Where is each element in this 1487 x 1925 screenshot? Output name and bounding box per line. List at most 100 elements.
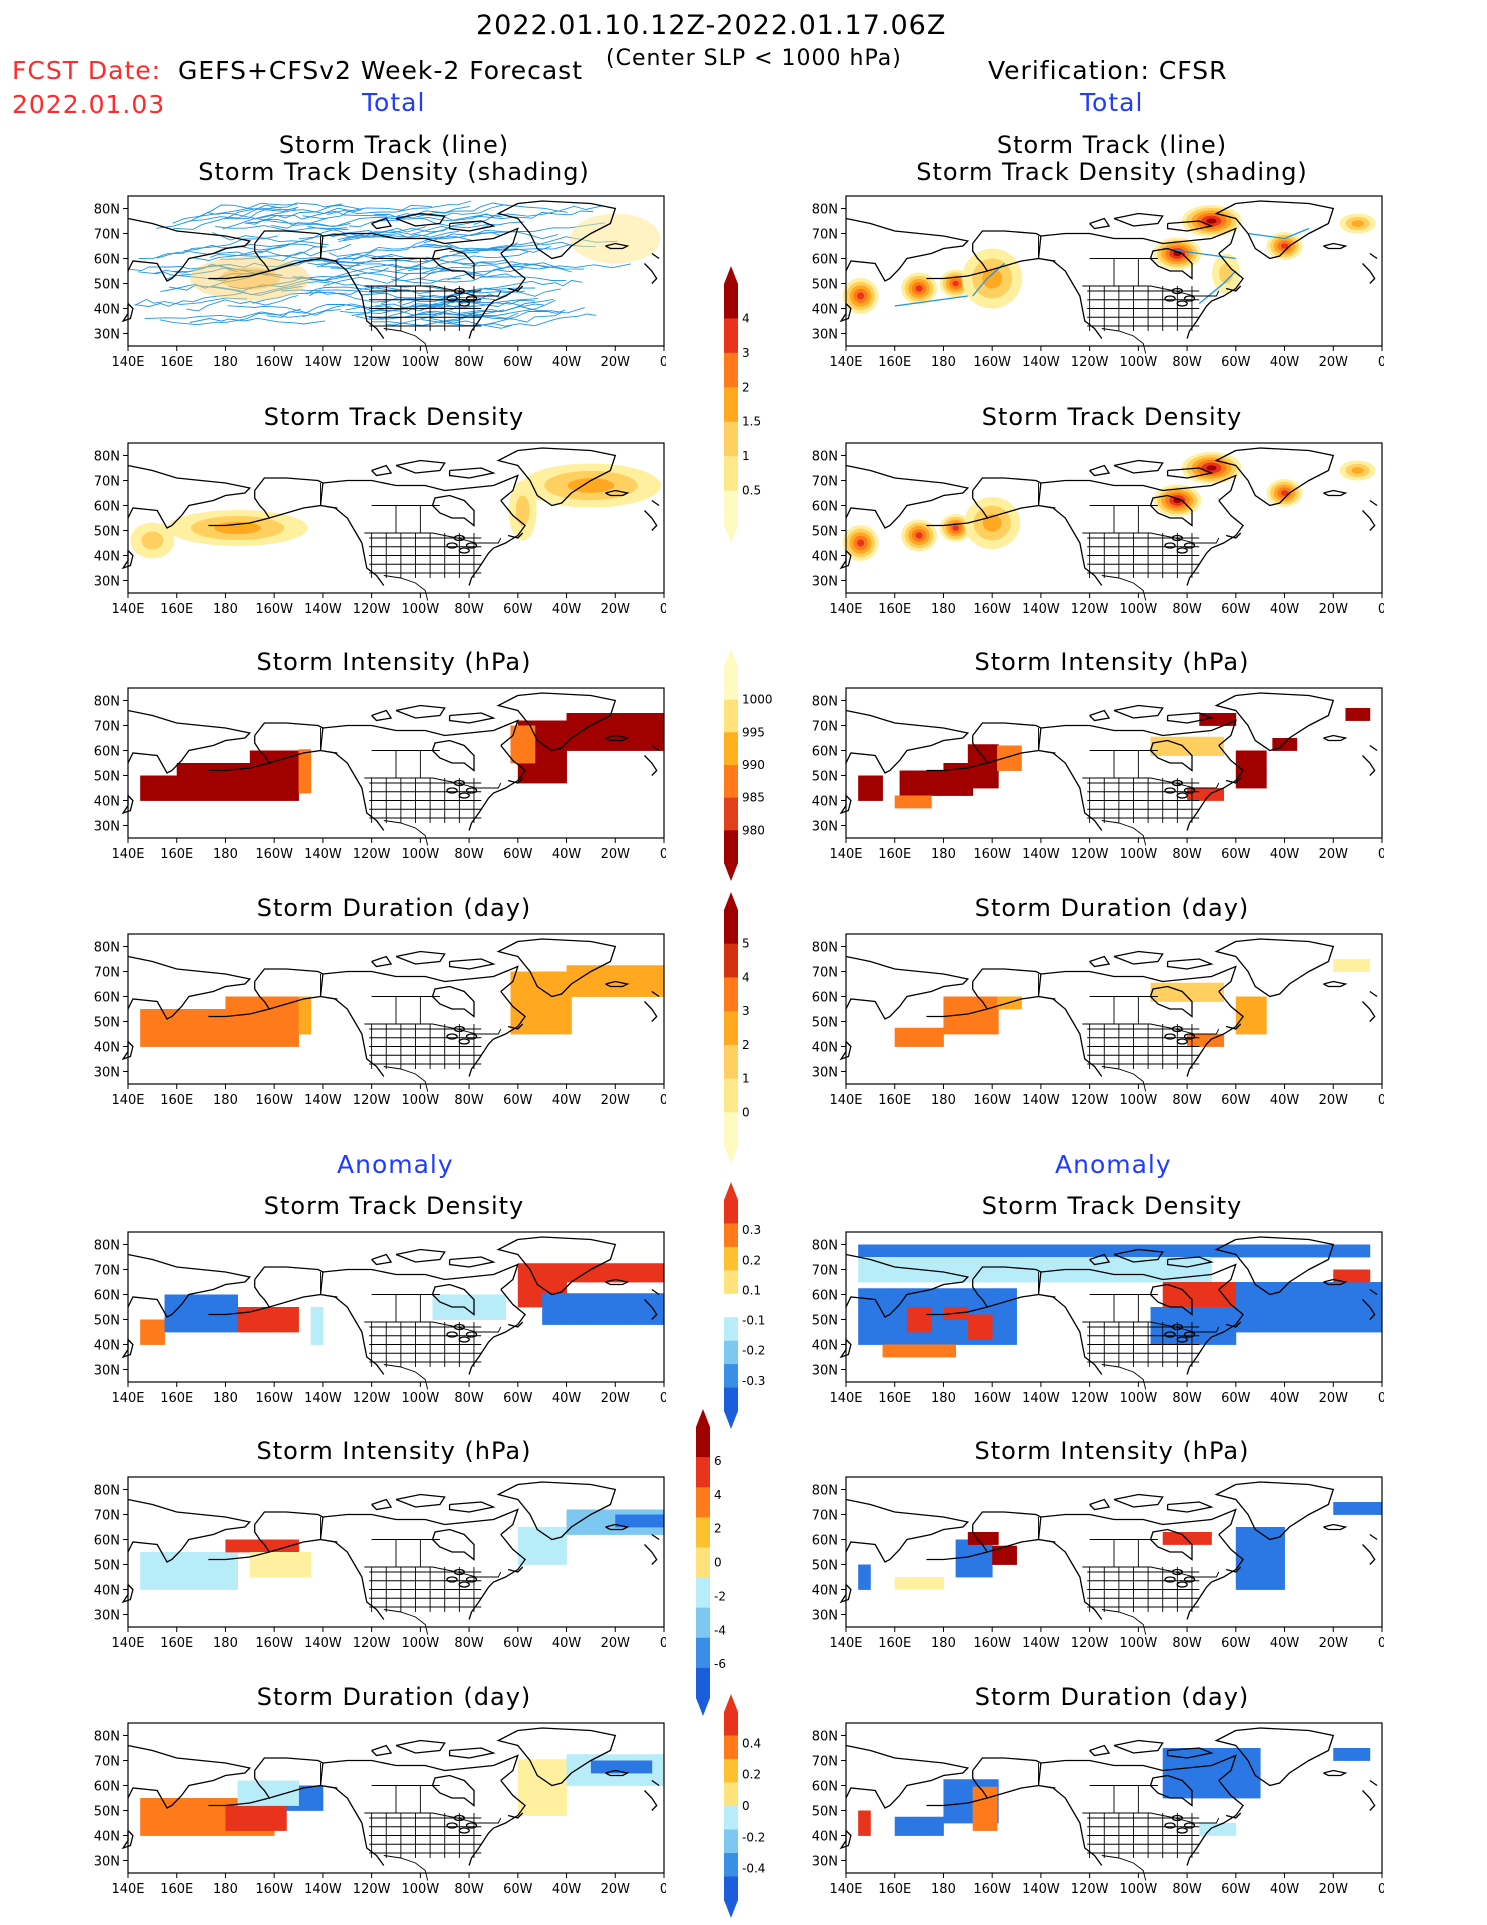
lat-label: 50N — [94, 770, 120, 785]
lat-label: 60N — [812, 500, 838, 515]
colorbar-label: 0.2 — [742, 1768, 761, 1782]
lon-label: 140E — [829, 602, 862, 617]
lat-label: 80N — [94, 695, 120, 710]
map-density-anomaly-verification: 80N 70N 60N 50N 40N 30N 140E 160E 180 160W 140W 120… — [812, 1231, 1384, 1406]
title-duration-left: Storm Duration (day) — [256, 894, 532, 922]
lat-label: 50N — [94, 525, 120, 540]
lat-label: 70N — [94, 1264, 120, 1279]
colorbar-swatch — [696, 1577, 710, 1609]
title-track-line-left: Storm Track (line) Storm Track Density (s… — [198, 131, 590, 186]
lon-label: 160E — [878, 602, 911, 617]
lon-label: 0 — [1378, 847, 1384, 862]
lon-label: 140E — [829, 1391, 862, 1406]
lon-label: 160W — [973, 602, 1011, 617]
lat-label: 80N — [812, 1730, 838, 1745]
lon-label: 120W — [353, 1391, 391, 1406]
duration-cells — [140, 965, 665, 1047]
title-duration-anomaly-left: Storm Duration (day) — [256, 1683, 532, 1711]
lon-label: 160W — [973, 1391, 1011, 1406]
density-anomaly-cells — [858, 1244, 1383, 1358]
lon-label: 140W — [1022, 1882, 1060, 1897]
lon-label: 120W — [1071, 1882, 1109, 1897]
lon-label: 140W — [1022, 847, 1060, 862]
lon-label: 140W — [304, 1636, 342, 1651]
lon-label: 20W — [601, 1636, 631, 1651]
colorbar-swatch — [724, 456, 738, 492]
lat-label: 50N — [812, 1559, 838, 1574]
colorbar-arrow-bottom — [724, 1146, 738, 1164]
colorbar-label: -0.1 — [742, 1314, 765, 1328]
colorbar-label: 4 — [742, 311, 750, 325]
lat-label: 50N — [94, 1016, 120, 1031]
lon-label: 20W — [1319, 1636, 1349, 1651]
colorbar-arrow-top — [696, 1409, 710, 1427]
coastline — [839, 692, 1378, 831]
title-density-right: Storm Track Density — [981, 403, 1243, 431]
lat-label: 40N — [94, 1339, 120, 1354]
map-frame: 80N 70N 60N 50N 40N 30N 140E 160E 180 160W 140W 120… — [812, 1476, 1384, 1651]
lon-label: 160E — [878, 1636, 911, 1651]
colorbar-duration-anomaly: 0.4 0.2 0 -0.2 -0.4 — [724, 1694, 765, 1918]
lon-label: 60W — [1221, 602, 1251, 617]
colorbar-swatch — [724, 1735, 738, 1760]
colorbar-label: -0.2 — [742, 1344, 765, 1358]
lon-label: 180 — [931, 602, 956, 617]
lon-label: 180 — [931, 1882, 956, 1897]
section-anomaly-left: Anomaly — [337, 1150, 454, 1179]
lon-label: 160W — [973, 1636, 1011, 1651]
colorbar-label: 1 — [742, 449, 750, 463]
lon-label: 140W — [1022, 1093, 1060, 1108]
title-intensity-right: Storm Intensity (hPa) — [974, 648, 1250, 676]
lon-label: 80W — [1172, 1391, 1202, 1406]
lon-label: 40W — [1270, 355, 1300, 370]
lon-label: 80W — [454, 847, 484, 862]
lat-label: 60N — [94, 1780, 120, 1795]
density-blob — [1212, 253, 1241, 294]
map-duration-anomaly-forecast: 80N 70N 60N 50N 40N 30N 140E 160E 180 160W 140W 120… — [94, 1722, 666, 1897]
map-track-line-verification: 80N 70N 60N 50N 40N 30N 140E 160E 180 160W 140W 120… — [812, 195, 1384, 370]
coastline — [839, 1727, 1378, 1866]
density-blob — [964, 497, 1021, 549]
political-borders — [1038, 728, 1220, 846]
lon-label: 120W — [353, 602, 391, 617]
map-frame: 80N 70N 60N 50N 40N 30N 140E 160E 180 160W 140W 120… — [94, 195, 666, 370]
lon-label: 60W — [503, 355, 533, 370]
coastline — [839, 447, 1378, 586]
colorbar-swatch — [724, 1829, 738, 1854]
lon-label: 180 — [931, 1636, 956, 1651]
colorbar-segments — [724, 649, 738, 881]
colorbar-segments — [724, 266, 738, 543]
political-borders — [320, 1517, 502, 1635]
coastline — [839, 200, 1378, 339]
political-borders — [320, 728, 502, 846]
map-frame: 80N 70N 60N 50N 40N 30N 140E 160E 180 160W 140W 120… — [812, 195, 1384, 370]
lon-label: 140W — [304, 355, 342, 370]
lon-label: 80W — [1172, 355, 1202, 370]
lat-label: 70N — [812, 228, 838, 243]
lat-label: 30N — [94, 328, 120, 343]
lon-label: 180 — [931, 1093, 956, 1108]
lon-label: 100W — [1120, 1093, 1158, 1108]
map-frame: 80N 70N 60N 50N 40N 30N 140E 160E 180 160W 140W 120… — [812, 933, 1384, 1108]
lon-label: 100W — [1120, 1636, 1158, 1651]
lon-label: 140W — [1022, 602, 1060, 617]
lon-label: 40W — [552, 1093, 582, 1108]
lon-label: 140E — [111, 602, 144, 617]
map-frame: 80N 70N 60N 50N 40N 30N 140E 160E 180 160W 140W 120… — [94, 1231, 666, 1406]
colorbar-label: 3 — [742, 346, 750, 360]
colorbar-label: 0 — [742, 1105, 750, 1119]
lat-label: 70N — [812, 1755, 838, 1770]
colorbar-swatch — [696, 1457, 710, 1488]
lon-label: 0 — [1378, 1391, 1384, 1406]
map-frame: 80N 70N 60N 50N 40N 30N 140E 160E 180 160W 140W 120… — [812, 442, 1384, 617]
lat-label: 40N — [812, 303, 838, 318]
lon-label: 0 — [660, 1636, 666, 1651]
lat-label: 60N — [94, 991, 120, 1006]
lat-label: 80N — [94, 1730, 120, 1745]
lat-label: 70N — [812, 966, 838, 981]
colorbar-arrow-top — [724, 266, 738, 284]
lat-label: 60N — [94, 1534, 120, 1549]
fcst-date: 2022.01.03 — [12, 90, 166, 119]
lat-label: 80N — [94, 450, 120, 465]
colorbar-label: 3 — [742, 1004, 750, 1018]
